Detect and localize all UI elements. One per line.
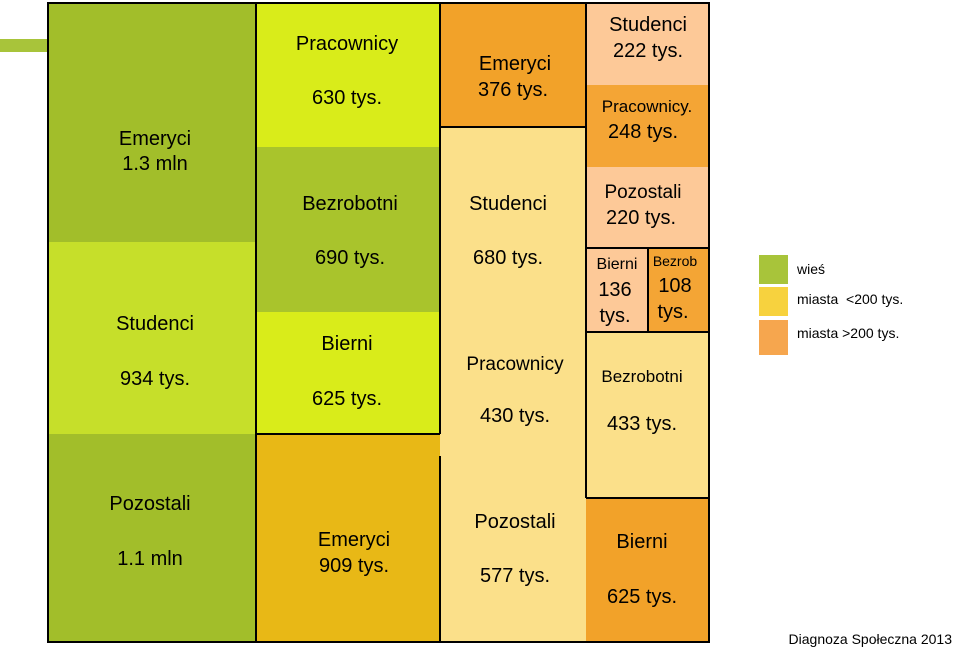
cell-bezrobotni-433 <box>586 332 709 498</box>
value-emeryci-376: 376 tys. <box>478 79 548 101</box>
label-pracownicy-248: Pracownicy. <box>602 97 692 116</box>
value-pozostali-220: 220 tys. <box>606 207 676 229</box>
value-studenci-222: 222 tys. <box>613 40 683 62</box>
label-emeryci-wies: Emeryci <box>119 128 191 150</box>
cell-emeryci-376 <box>440 3 586 127</box>
value-bezrobotni-433: 433 tys. <box>607 413 677 435</box>
legend-label-miasta-large: miasta >200 tys. <box>797 325 899 341</box>
value-pozostali-wies: 1.1 mln <box>117 548 183 570</box>
value-pracownicy-430: 430 tys. <box>480 405 550 427</box>
cell-pracownicy-wies <box>256 3 440 147</box>
label-bezrob-108: Bezrob <box>653 253 698 269</box>
legend-swatch-wies <box>759 255 788 284</box>
label-bezrobotni-433: Bezrobotni <box>601 367 682 386</box>
accent-bar <box>0 39 48 52</box>
value-emeryci-909: 909 tys. <box>319 555 389 577</box>
cell-pracownicy-248 <box>586 85 709 167</box>
cell-labels: Emeryci 1.3 mln Studenci 934 tys. Pozost… <box>109 14 697 608</box>
value-pracownicy-248: 248 tys. <box>608 121 678 143</box>
value-studenci-680: 680 tys. <box>473 247 543 269</box>
value-bezrob-108: 108 <box>658 275 691 297</box>
value-bierni-wies: 625 tys. <box>312 388 382 410</box>
label-bierni-625-lower: Bierni <box>616 531 667 553</box>
label-studenci-wies: Studenci <box>116 313 194 335</box>
cell-studenci-222 <box>586 3 709 85</box>
label-emeryci-376: Emeryci <box>479 53 551 75</box>
value-pozostali-577: 577 tys. <box>480 565 550 587</box>
unit-bierni-136: tys. <box>599 305 630 327</box>
label-pozostali-wies: Pozostali <box>109 493 190 515</box>
cell-emeryci-wies <box>48 3 256 242</box>
label-pracownicy-430: Pracownicy <box>466 354 564 375</box>
legend: wieś miasta <200 tys. miasta >200 tys. <box>759 255 903 355</box>
label-studenci-222: Studenci <box>609 14 687 36</box>
cell-pozostali-lower <box>440 456 586 642</box>
label-bierni-wies: Bierni <box>321 333 372 355</box>
cell-pracownicy-430 <box>440 333 586 456</box>
cell-emeryci-lower <box>256 434 440 642</box>
legend-swatch-miasta-large <box>759 320 788 355</box>
unit-bezrob-108: tys. <box>657 301 688 323</box>
value-studenci-wies: 934 tys. <box>120 368 190 390</box>
cell-pozostali-wies <box>48 434 256 642</box>
cell-bierni-lower <box>586 498 709 642</box>
cell-bezrobotni-wies <box>256 147 440 312</box>
legend-label-miasta-small: miasta <200 tys. <box>797 291 903 307</box>
label-bezrobotni-wies: Bezrobotni <box>302 193 398 215</box>
cell-studenci-wies <box>48 242 256 434</box>
legend-label-wies: wieś <box>796 261 825 277</box>
source-footer: Diagnoza Społeczna 2013 <box>788 631 952 647</box>
legend-swatch-miasta-small <box>759 287 788 316</box>
cell-bierni-136 <box>586 248 648 332</box>
treemap-outlines <box>47 2 710 643</box>
value-bierni-136: 136 <box>598 279 631 301</box>
label-studenci-680: Studenci <box>469 193 547 215</box>
value-pracownicy-wies: 630 tys. <box>312 87 382 109</box>
label-bierni-136: Bierni <box>597 256 638 273</box>
label-pozostali-220: Pozostali <box>604 182 681 203</box>
value-emeryci-wies: 1.3 mln <box>122 153 188 175</box>
cell-pozostali-220 <box>586 167 709 248</box>
label-pracownicy-wies: Pracownicy <box>296 33 398 55</box>
cell-studenci-680 <box>440 127 586 333</box>
cell-bierni-wies <box>256 312 440 434</box>
label-emeryci-909: Emeryci <box>318 529 390 551</box>
cell-bezrob-108 <box>648 248 709 332</box>
value-bezrobotni-wies: 690 tys. <box>315 247 385 269</box>
value-bierni-625-lower: 625 tys. <box>607 586 677 608</box>
label-pozostali-577: Pozostali <box>474 511 555 533</box>
